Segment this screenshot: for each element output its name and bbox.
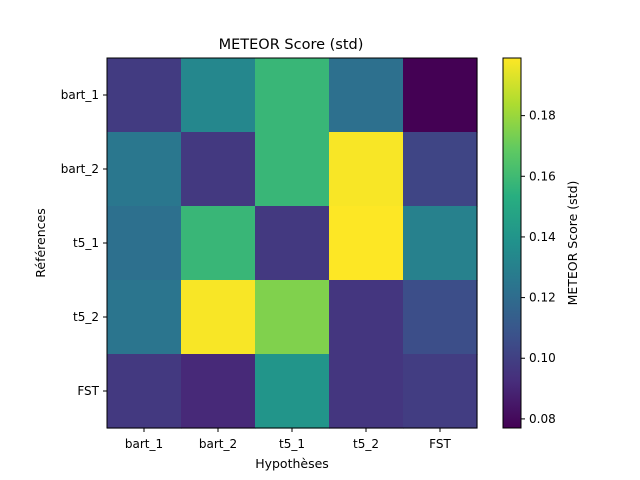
heatmap-cell-FST-bart_2 bbox=[181, 354, 256, 429]
colorbar-ticks: 0.08 0.10 0.12 0.14 0.16 0.18 bbox=[521, 109, 556, 426]
heatmap-cell-bart_1-t5_2 bbox=[329, 58, 404, 133]
y-tick-label: t5_2 bbox=[73, 310, 99, 324]
chart-title: METEOR Score (std) bbox=[219, 37, 364, 53]
heatmap-cell-t5_1-bart_1 bbox=[107, 206, 182, 281]
heatmap-cell-bart_2-t5_1 bbox=[255, 132, 330, 207]
x-tick-label: t5_2 bbox=[353, 437, 379, 451]
x-axis-ticks: bart_1 bart_2 t5_1 t5_2 FST bbox=[125, 428, 451, 451]
x-tick-label: bart_1 bbox=[125, 437, 163, 451]
heatmap-cell-t5_2-FST bbox=[403, 280, 478, 355]
y-axis-ticks: bart_1 bart_2 t5_1 t5_2 FST bbox=[61, 88, 107, 398]
heatmap-cell-t5_2-t5_2 bbox=[329, 280, 404, 355]
colorbar-tick-label: 0.14 bbox=[529, 230, 556, 244]
colorbar-tick-label: 0.16 bbox=[529, 169, 556, 183]
y-tick-label: bart_2 bbox=[61, 162, 99, 176]
heatmap-cell-t5_1-t5_2 bbox=[329, 206, 404, 281]
heatmap-cell-bart_1-FST bbox=[403, 58, 478, 133]
x-axis-label: Hypothèses bbox=[255, 456, 329, 471]
y-axis-label: Références bbox=[33, 208, 48, 277]
heatmap-cell-t5_1-FST bbox=[403, 206, 478, 281]
heatmap-cell-bart_2-FST bbox=[403, 132, 478, 207]
heatmap-cell-bart_2-bart_2 bbox=[181, 132, 256, 207]
colorbar bbox=[502, 57, 522, 429]
colorbar-label: METEOR Score (std) bbox=[565, 181, 580, 306]
x-tick-label: t5_1 bbox=[279, 437, 305, 451]
heatmap-cell-FST-bart_1 bbox=[107, 354, 182, 429]
y-tick-label: bart_1 bbox=[61, 88, 99, 102]
colorbar-tick-label: 0.12 bbox=[529, 291, 556, 305]
heatmap-cells bbox=[107, 58, 478, 429]
heatmap-cell-bart_1-t5_1 bbox=[255, 58, 330, 133]
heatmap-cell-t5_1-t5_1 bbox=[255, 206, 330, 281]
heatmap-cell-bart_1-bart_2 bbox=[181, 58, 256, 133]
colorbar-tick-label: 0.08 bbox=[529, 412, 556, 426]
x-tick-label: FST bbox=[429, 437, 451, 451]
heatmap-cell-bart_2-bart_1 bbox=[107, 132, 182, 207]
colorbar-tick-label: 0.18 bbox=[529, 109, 556, 123]
y-tick-label: t5_1 bbox=[73, 236, 99, 250]
x-tick-label: bart_2 bbox=[199, 437, 237, 451]
heatmap-cell-FST-FST bbox=[403, 354, 478, 429]
y-tick-label: FST bbox=[77, 384, 99, 398]
heatmap-cell-t5_2-t5_1 bbox=[255, 280, 330, 355]
heatmap-cell-bart_2-t5_2 bbox=[329, 132, 404, 207]
heatmap-cell-t5_1-bart_2 bbox=[181, 206, 256, 281]
colorbar-tick-label: 0.10 bbox=[529, 351, 556, 365]
heatmap-cell-FST-t5_1 bbox=[255, 354, 330, 429]
heatmap-cell-FST-t5_2 bbox=[329, 354, 404, 429]
heatmap-cell-t5_2-bart_2 bbox=[181, 280, 256, 355]
heatmap-cell-t5_2-bart_1 bbox=[107, 280, 182, 355]
heatmap-cell-bart_1-bart_1 bbox=[107, 58, 182, 133]
